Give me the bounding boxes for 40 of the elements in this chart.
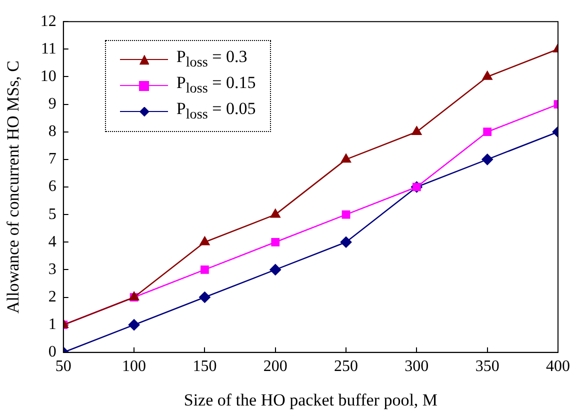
x-tick-label: 300 xyxy=(404,358,429,376)
point xyxy=(270,208,280,218)
point xyxy=(270,264,282,276)
y-tick-label: 7 xyxy=(48,150,56,168)
y-tick-label: 9 xyxy=(48,96,56,113)
y-tick-label: 12 xyxy=(40,12,56,30)
point xyxy=(340,236,352,248)
point xyxy=(412,126,422,136)
x-tick-label: 250 xyxy=(334,358,358,376)
x-tick-label: 400 xyxy=(546,358,570,376)
point xyxy=(342,210,350,219)
y-tick-label: 2 xyxy=(48,288,56,306)
x-tick-label: 100 xyxy=(122,358,146,376)
x-axis-title: Size of the HO packet buffer pool, M xyxy=(184,390,438,410)
y-tick-label: 4 xyxy=(48,233,56,250)
point xyxy=(341,154,352,163)
point xyxy=(483,128,492,136)
x-tick-label: 350 xyxy=(475,358,500,376)
point xyxy=(200,266,209,274)
y-tick-label: 1 xyxy=(48,316,56,334)
legend-label: P$_{loss}$ = 0.05 xyxy=(176,99,256,124)
y-tick-label: 3 xyxy=(48,260,56,278)
legend-label: P$_{loss}$ = 0.15 xyxy=(176,73,256,98)
x-tick-label: 200 xyxy=(263,358,288,376)
y-tick-label: 8 xyxy=(48,123,56,140)
y-tick-label: 10 xyxy=(40,68,56,85)
x-tick-label: 150 xyxy=(192,358,217,376)
point xyxy=(482,154,493,166)
legend-label: P$_{loss}$ = 0.3 xyxy=(176,47,248,72)
y-tick-label: 6 xyxy=(48,178,56,196)
y-tick-label: 11 xyxy=(40,40,56,58)
y-tick-label: 0 xyxy=(48,344,56,361)
y-tick-label: 5 xyxy=(48,206,56,223)
point xyxy=(200,236,210,246)
x-tick-label: 50 xyxy=(55,358,72,376)
point xyxy=(128,319,140,330)
y-axis-title: Allowance of concurrent HO MSs, C xyxy=(4,60,23,314)
point xyxy=(199,292,210,303)
point xyxy=(271,238,280,246)
point xyxy=(482,71,492,80)
